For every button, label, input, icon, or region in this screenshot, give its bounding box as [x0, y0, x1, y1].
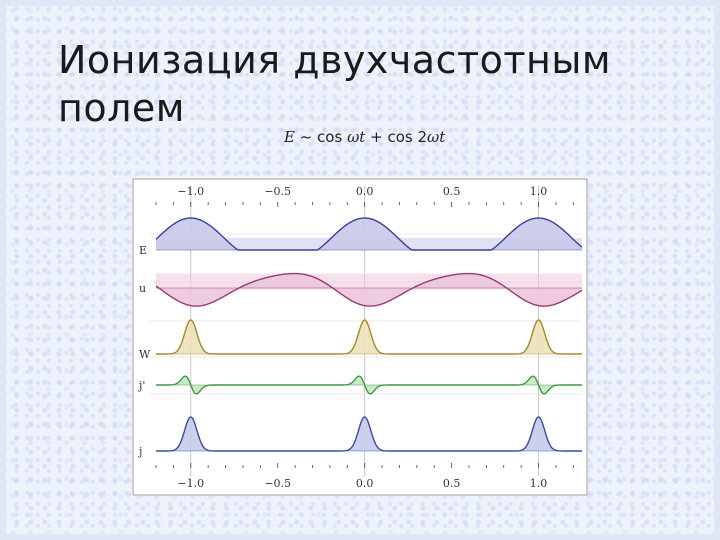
- tick-label-top-4: 1.0: [530, 185, 548, 198]
- row-e-label: E: [139, 244, 147, 257]
- row-jprime-label: j': [137, 379, 145, 392]
- tick-label-bottom-1: −0.5: [264, 477, 291, 490]
- row-jprime-curve: [156, 375, 582, 395]
- tick-label-bottom-4: 1.0: [530, 477, 548, 490]
- formula-lhs: E: [284, 128, 295, 146]
- row-u-curve: [155, 272, 583, 307]
- slide-title: Ионизация двухчастотным полем: [58, 36, 658, 132]
- tick-label-top-1: −0.5: [264, 185, 291, 198]
- row-u-area: [156, 273, 582, 307]
- slide-frame-bottom: [0, 534, 720, 540]
- tick-label-bottom-3: 0.5: [443, 477, 461, 490]
- formula-term-2: ωt: [427, 128, 446, 146]
- row-j-area: [156, 417, 582, 451]
- tick-label-bottom-0: −1.0: [177, 477, 204, 490]
- tick-label-top-0: −1.0: [177, 185, 204, 198]
- row-w-curve: [156, 319, 582, 355]
- row-e-curve: [155, 217, 583, 251]
- stacked-plot-svg: −1.0 −1.0 −0.5 −0.5 0.0 0.0 0.5 0.5 1.0 1.0 Eu Wj' j: [132, 178, 588, 496]
- row-e-area: [156, 218, 582, 250]
- row-j-label: j: [137, 445, 142, 458]
- row-w-label: W: [139, 348, 151, 361]
- slide-frame-top: [0, 0, 720, 6]
- slide-title-line-2: полем: [58, 86, 185, 130]
- formula-term-1: ωt: [347, 128, 366, 146]
- row-j-curve: [156, 416, 582, 452]
- slide-title-line-1: Ионизация двухчастотным: [58, 38, 612, 82]
- slide-frame-left: [0, 0, 6, 540]
- plot-frame: [132, 178, 588, 496]
- formula-op: ~ cos: [294, 128, 348, 146]
- formula-plus: + cos 2: [365, 128, 427, 146]
- field-formula: E ~ cos ωt + cos 2ωt: [284, 128, 445, 146]
- row-u-band: [156, 273, 582, 290]
- tick-label-top-2: 0.0: [356, 185, 374, 198]
- row-u-label: u: [139, 282, 146, 295]
- row-w-area: [156, 320, 582, 354]
- tick-label-top-3: 0.5: [443, 185, 461, 198]
- tick-label-bottom-2: 0.0: [356, 477, 374, 490]
- slide-frame-right: [714, 0, 720, 540]
